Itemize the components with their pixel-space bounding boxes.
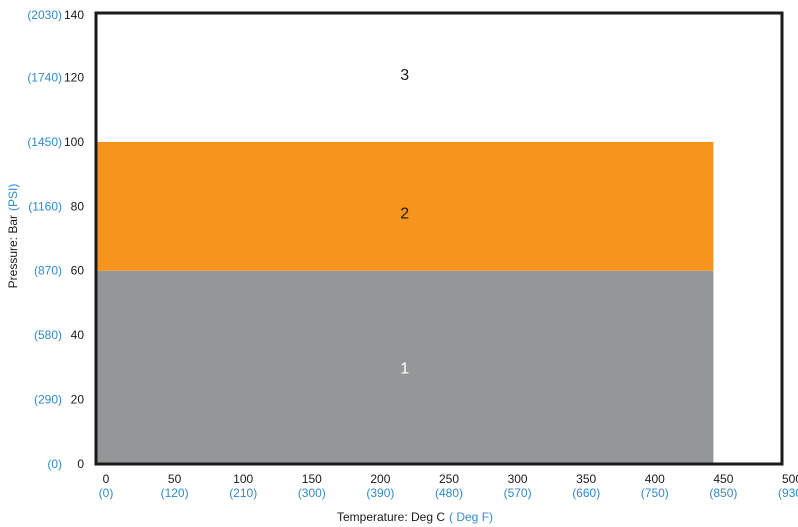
x-tick-label-100: 100 bbox=[233, 472, 253, 486]
x-tick-alt-label-350: (660) bbox=[572, 486, 600, 500]
zone-labels-layer: 1 2 3 bbox=[400, 67, 409, 377]
y-axis-title-main: Pressure: Bar bbox=[6, 215, 20, 288]
zone-1-area bbox=[96, 270, 714, 464]
y-tick-alt-label-80: (1160) bbox=[28, 199, 62, 213]
y-tick-label-40: 40 bbox=[71, 328, 85, 342]
x-tick-label-50: 50 bbox=[168, 472, 182, 486]
x-tick-label-500: 500 bbox=[782, 472, 798, 486]
zone-2-label: 2 bbox=[400, 206, 409, 223]
zones-layer bbox=[96, 13, 782, 464]
x-tick-alt-label-0: (0) bbox=[99, 486, 114, 500]
x-tick-alt-label-100: (210) bbox=[229, 486, 257, 500]
zone-1-label: 1 bbox=[400, 360, 409, 377]
y-tick-alt-label-40: (580) bbox=[34, 328, 62, 342]
x-tick-label-350: 350 bbox=[576, 472, 596, 486]
x-tick-label-0: 0 bbox=[103, 472, 110, 486]
y-tick-label-100: 100 bbox=[64, 135, 84, 149]
x-tick-label-250: 250 bbox=[439, 472, 459, 486]
y-tick-alt-label-20: (290) bbox=[34, 393, 62, 407]
y-tick-alt-label-120: (1740) bbox=[27, 70, 62, 84]
x-axis-ticks: 0(0) 50(120) 100(210) 150(300) 200(390) 250(4… bbox=[99, 472, 798, 500]
x-tick-alt-label-50: (120) bbox=[161, 486, 189, 500]
y-axis-ticks: 0 (0) 20 (290) 40 (580) 60 (870) 80 (1160) 100(145… bbox=[27, 8, 84, 471]
zone-3-label: 3 bbox=[400, 67, 409, 84]
x-axis-title: Temperature: Deg C ( Deg F) bbox=[337, 510, 493, 524]
x-tick-alt-label-400: (750) bbox=[641, 486, 669, 500]
zone-2-area bbox=[96, 141, 714, 271]
y-axis-title: Pressure: Bar (PSI) bbox=[6, 184, 20, 289]
x-tick-alt-label-500: (930) bbox=[778, 486, 798, 500]
y-tick-alt-label-0: (0) bbox=[47, 457, 62, 471]
x-tick-label-400: 400 bbox=[645, 472, 665, 486]
y-tick-label-20: 20 bbox=[71, 393, 85, 407]
x-tick-label-300: 300 bbox=[508, 472, 528, 486]
x-tick-label-150: 150 bbox=[302, 472, 322, 486]
y-tick-alt-label-100: (1450) bbox=[27, 135, 62, 149]
y-tick-label-60: 60 bbox=[71, 264, 85, 278]
x-axis-title-alt: ( Deg F) bbox=[449, 510, 493, 524]
y-tick-alt-label-60: (870) bbox=[34, 264, 62, 278]
y-tick-alt-label-140: (2030) bbox=[27, 8, 62, 22]
x-tick-alt-label-250: (480) bbox=[435, 486, 463, 500]
x-tick-label-450: 450 bbox=[713, 472, 733, 486]
x-tick-label-200: 200 bbox=[370, 472, 390, 486]
x-tick-alt-label-300: (570) bbox=[504, 486, 532, 500]
plot-frame bbox=[94, 11, 784, 466]
x-axis-title-main: Temperature: Deg C bbox=[337, 510, 445, 524]
y-tick-label-0: 0 bbox=[77, 457, 84, 471]
y-tick-label-140: 140 bbox=[64, 8, 84, 22]
y-tick-label-120: 120 bbox=[64, 70, 84, 84]
zone-3-area bbox=[96, 13, 782, 142]
y-axis-title-alt: (PSI) bbox=[6, 184, 20, 211]
x-tick-alt-label-450: (850) bbox=[709, 486, 737, 500]
y-tick-label-80: 80 bbox=[71, 199, 85, 213]
x-tick-alt-label-150: (300) bbox=[298, 486, 326, 500]
x-tick-alt-label-200: (390) bbox=[366, 486, 394, 500]
